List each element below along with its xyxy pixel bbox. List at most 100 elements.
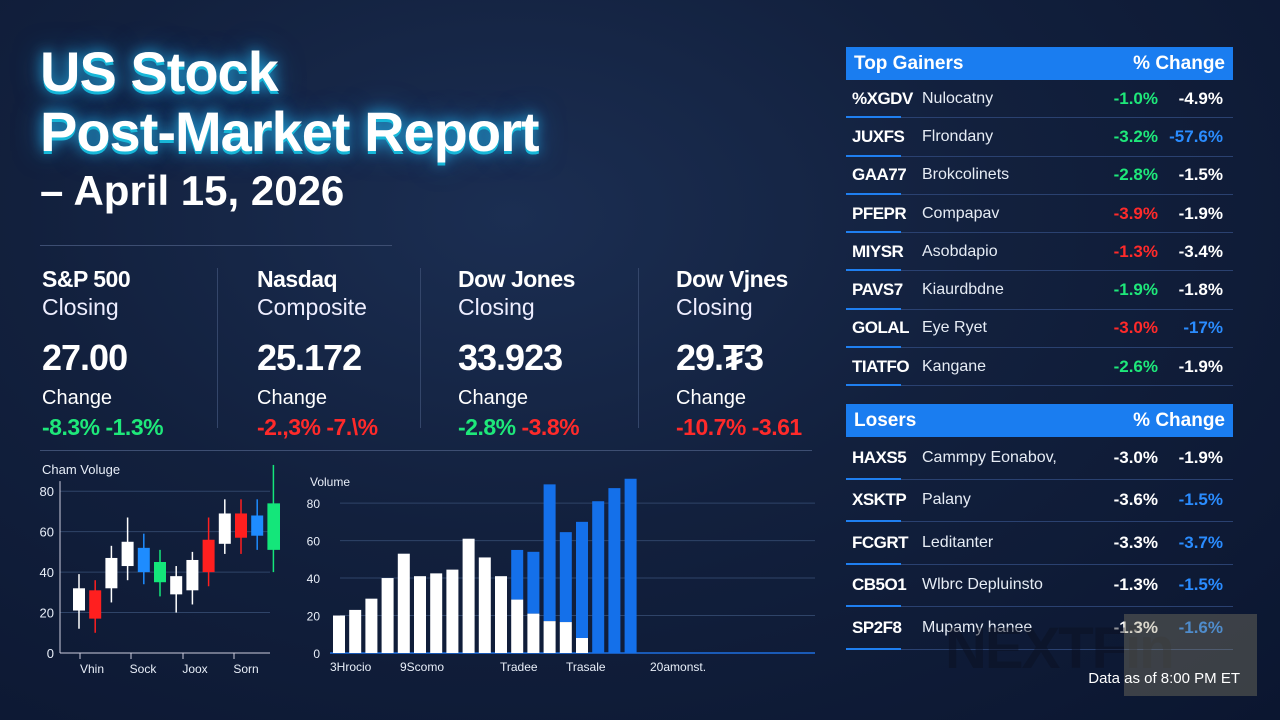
change-value: -1.9% xyxy=(1178,203,1223,223)
candle-body xyxy=(202,539,215,573)
row-accent xyxy=(846,231,901,234)
volume-bar-blue xyxy=(576,521,588,639)
index-subtitle: Closing xyxy=(42,294,119,320)
title-date: – April 15, 2026 xyxy=(40,167,345,214)
volume-bar-white xyxy=(478,557,491,653)
row-accent xyxy=(846,562,901,565)
change-value: -1.6% xyxy=(1178,617,1223,637)
y-tick-label: 80 xyxy=(40,484,54,499)
change-value: -1.8% xyxy=(1178,280,1223,300)
volume-bar-blue xyxy=(608,488,621,653)
table-row[interactable]: FCGRT Leditanter -3.3% -3.7% xyxy=(846,522,1233,565)
change-label: Change xyxy=(458,387,529,409)
watermark-logo-box xyxy=(1124,614,1257,696)
index-name: Nasdaq xyxy=(257,266,338,292)
company-name: Eye Ryet xyxy=(922,319,987,337)
change-value: -2.8% xyxy=(458,414,516,440)
ticker: FCGRT xyxy=(852,532,909,552)
table-row[interactable]: JUXFS Flrondany -3.2% -57.6% xyxy=(846,118,1233,157)
table-row[interactable]: TIATFO Kangane -2.6% -1.9% xyxy=(846,348,1233,387)
ticker: PAVS7 xyxy=(852,280,903,300)
volume-bar-blue xyxy=(624,478,637,653)
table-row[interactable]: HAXS5 Cammpy Eonabov, -3.0% -1.9% xyxy=(846,437,1233,480)
table-row[interactable]: CB5O1 Wlbrc Depluinsto -1.3% -1.5% xyxy=(846,565,1233,607)
x-tick-label: 3Hrocio xyxy=(330,660,372,674)
index-value: 29.₮3 xyxy=(676,337,764,378)
table-row[interactable]: PFEPR Compapav -3.9% -1.9% xyxy=(846,195,1233,234)
row-accent xyxy=(846,520,901,522)
candle-body xyxy=(170,576,183,595)
y-tick-label: 80 xyxy=(307,497,321,511)
x-tick-label: Joox xyxy=(182,662,207,676)
ticker: MIYSR xyxy=(852,241,904,261)
volume-bar-white xyxy=(446,569,459,653)
change-column-header: % Change xyxy=(1133,409,1225,431)
row-accent xyxy=(846,154,901,157)
index-subtitle: Closing xyxy=(676,294,753,320)
company-name: Palany xyxy=(922,491,971,509)
index-name: Dow Jones xyxy=(458,266,575,292)
ticker: %XGDV xyxy=(852,88,913,108)
ticker: PFEPR xyxy=(852,203,907,223)
x-tick-label: Sorn xyxy=(233,662,258,676)
volume-bar-white xyxy=(333,615,345,653)
page-title: US Stock Post-Market Report – April 15, … xyxy=(40,44,540,214)
company-name: Brokcolinets xyxy=(922,166,1010,184)
volume-bar-white xyxy=(349,609,362,653)
candle-body xyxy=(154,562,166,583)
change-value: -1.9% xyxy=(1178,447,1223,467)
y-tick-label: 60 xyxy=(307,535,321,549)
divider xyxy=(217,268,218,428)
row-accent xyxy=(846,477,901,480)
change-value: -57.6% xyxy=(1169,126,1223,146)
volume-bar-white xyxy=(430,573,443,653)
y-tick-label: 0 xyxy=(313,647,320,661)
table-row[interactable]: GAA77 Brokcolinets -2.8% -1.5% xyxy=(846,157,1233,195)
table-row[interactable]: PAVS7 Kiaurdbdne -1.9% -1.8% xyxy=(846,271,1233,310)
index-value: 33.923 xyxy=(458,337,563,378)
index-name: Dow Vjnes xyxy=(676,266,788,292)
table-row[interactable]: %XGDV Nulocatny -1.0% -4.9% xyxy=(846,80,1233,119)
title-line-2: Post-Market Report xyxy=(40,100,540,163)
ticker: TIATFO xyxy=(852,356,910,376)
table-row[interactable]: MIYSR Asobdapio -1.3% -3.4% xyxy=(846,233,1233,272)
ticker: HAXS5 xyxy=(852,447,907,467)
y-tick-label: 20 xyxy=(40,606,54,621)
change-label: Change xyxy=(676,387,747,409)
volume-bar-blue xyxy=(559,532,572,623)
table-row[interactable]: SP2F8 Mupamy hanee -1.3% -1.6% xyxy=(846,607,1233,650)
candle-body xyxy=(137,547,150,573)
ticker: JUXFS xyxy=(852,126,905,146)
table-header: Losers % Change xyxy=(846,404,1233,437)
volume-bar-chart: Volume 0 20 40 60 80 3Hrocio 9Scomo Tradee Trasal… xyxy=(307,475,815,674)
ticker: GOLAL xyxy=(852,318,910,338)
change-label: Change xyxy=(257,387,328,409)
chart-title: Volume xyxy=(310,475,350,489)
change-value: -1.3% xyxy=(1113,575,1158,595)
volume-bar-blue xyxy=(511,549,524,600)
row-accent xyxy=(846,307,901,310)
change-value: -3.8% xyxy=(521,414,580,440)
losers-table: Losers % Change HAXS5 Cammpy Eonabov, -3… xyxy=(846,404,1233,650)
company-name: Wlbrc Depluinsto xyxy=(922,576,1043,594)
candle-body xyxy=(121,541,134,567)
change-value: -2.8% xyxy=(1113,165,1158,185)
row-accent xyxy=(846,605,901,607)
candle-body xyxy=(89,590,102,619)
watermark-logo: NEXTFin xyxy=(945,616,1175,681)
table-header: Top Gainers % Change xyxy=(846,47,1233,80)
volume-bar-white xyxy=(511,599,524,653)
change-value: -3.7% xyxy=(1178,532,1223,552)
candle-body xyxy=(105,557,118,589)
table-row[interactable]: XSKTP Palany -3.6% -1.5% xyxy=(846,480,1233,522)
ticker: XSKTP xyxy=(852,490,907,510)
candle-body xyxy=(73,588,85,611)
volume-bar-blue xyxy=(527,551,540,614)
change-value: -17% xyxy=(1183,318,1223,338)
change-value: -1.5% xyxy=(1178,490,1223,510)
chart-title: Cham Voluge xyxy=(42,462,120,477)
volume-bar-white xyxy=(381,578,394,653)
table-row[interactable]: GOLAL Eye Ryet -3.0% -17% xyxy=(846,310,1233,349)
change-value: -10.7% xyxy=(676,414,746,440)
change-value: -4.9% xyxy=(1178,88,1223,108)
